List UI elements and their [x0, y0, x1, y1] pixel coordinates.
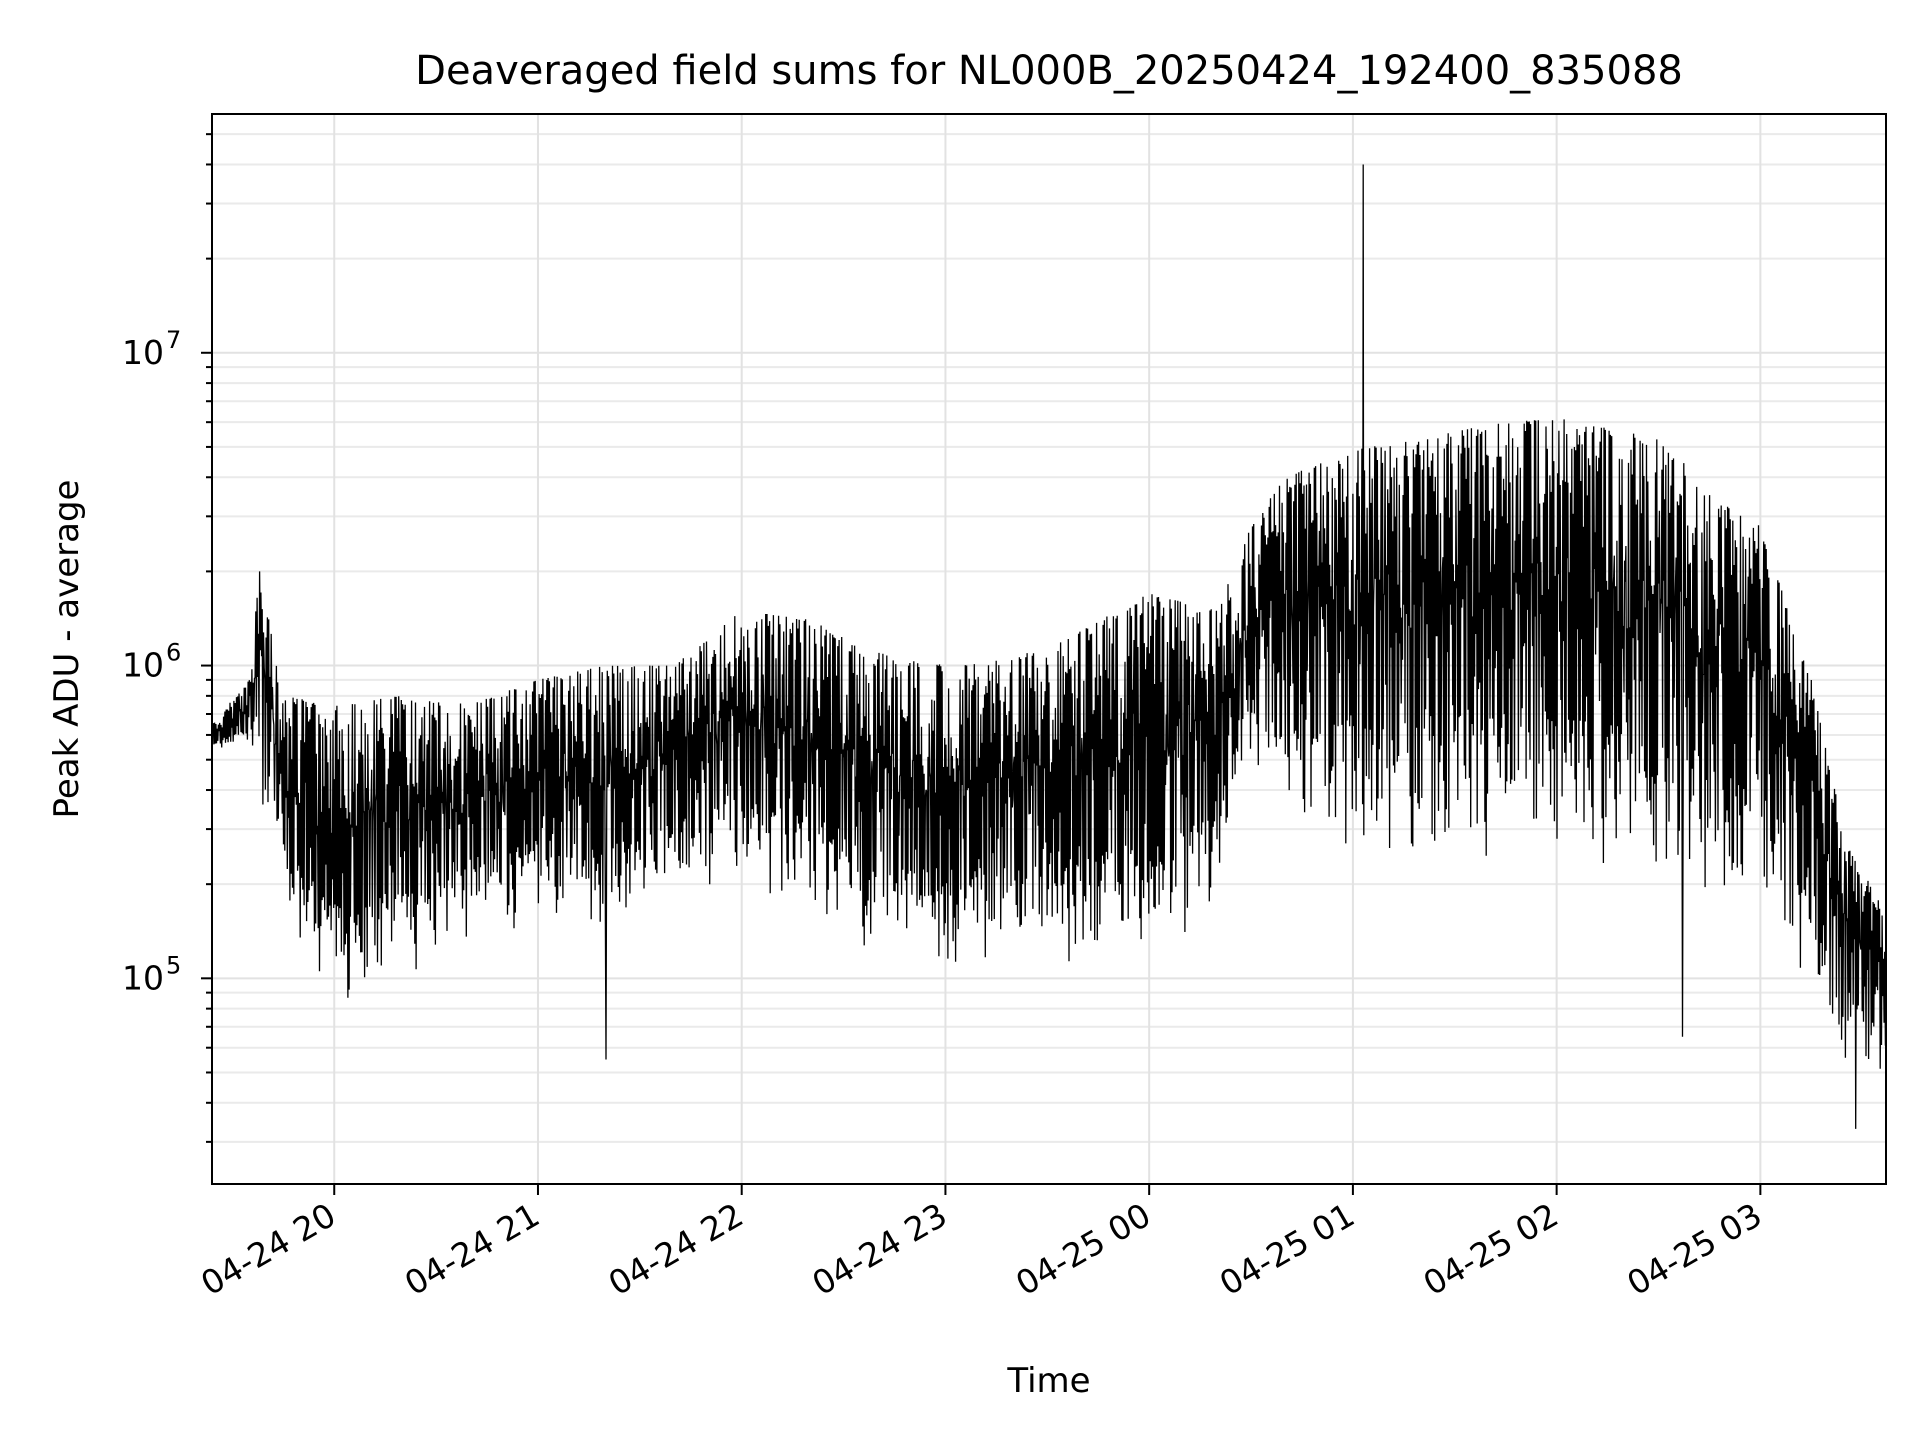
x-tick-label: 04-24 21	[398, 1195, 546, 1303]
plot-frame	[211, 113, 1887, 1185]
x-axis: 04-24 20 04-24 21 04-24 22 04-24 23 04-25 00…	[194, 1184, 1768, 1303]
x-tick-label: 04-25 02	[1417, 1195, 1565, 1303]
series-line	[211, 164, 1887, 1129]
chart-title: Deaveraged field sums for NL000B_2025042…	[415, 48, 1683, 94]
x-axis-label: Time	[1006, 1361, 1090, 1401]
x-tick-label: 04-25 00	[1009, 1195, 1157, 1303]
x-tick-label: 04-24 20	[194, 1195, 342, 1303]
y-tick-label: 10	[122, 958, 164, 997]
y-tick-label: 10	[122, 646, 164, 685]
y-tick-exponent: 7	[166, 326, 181, 354]
y-axis-label: Peak ADU - average	[47, 480, 87, 819]
x-tick-label: 04-24 23	[805, 1195, 953, 1303]
y-tick-exponent: 6	[166, 639, 181, 667]
y-tick-label: 10	[122, 333, 164, 372]
y-tick-exponent: 5	[166, 951, 181, 979]
x-tick-label: 04-24 22	[602, 1195, 750, 1303]
x-tick-label: 04-25 01	[1213, 1195, 1361, 1303]
x-tick-label: 04-25 03	[1620, 1195, 1768, 1303]
